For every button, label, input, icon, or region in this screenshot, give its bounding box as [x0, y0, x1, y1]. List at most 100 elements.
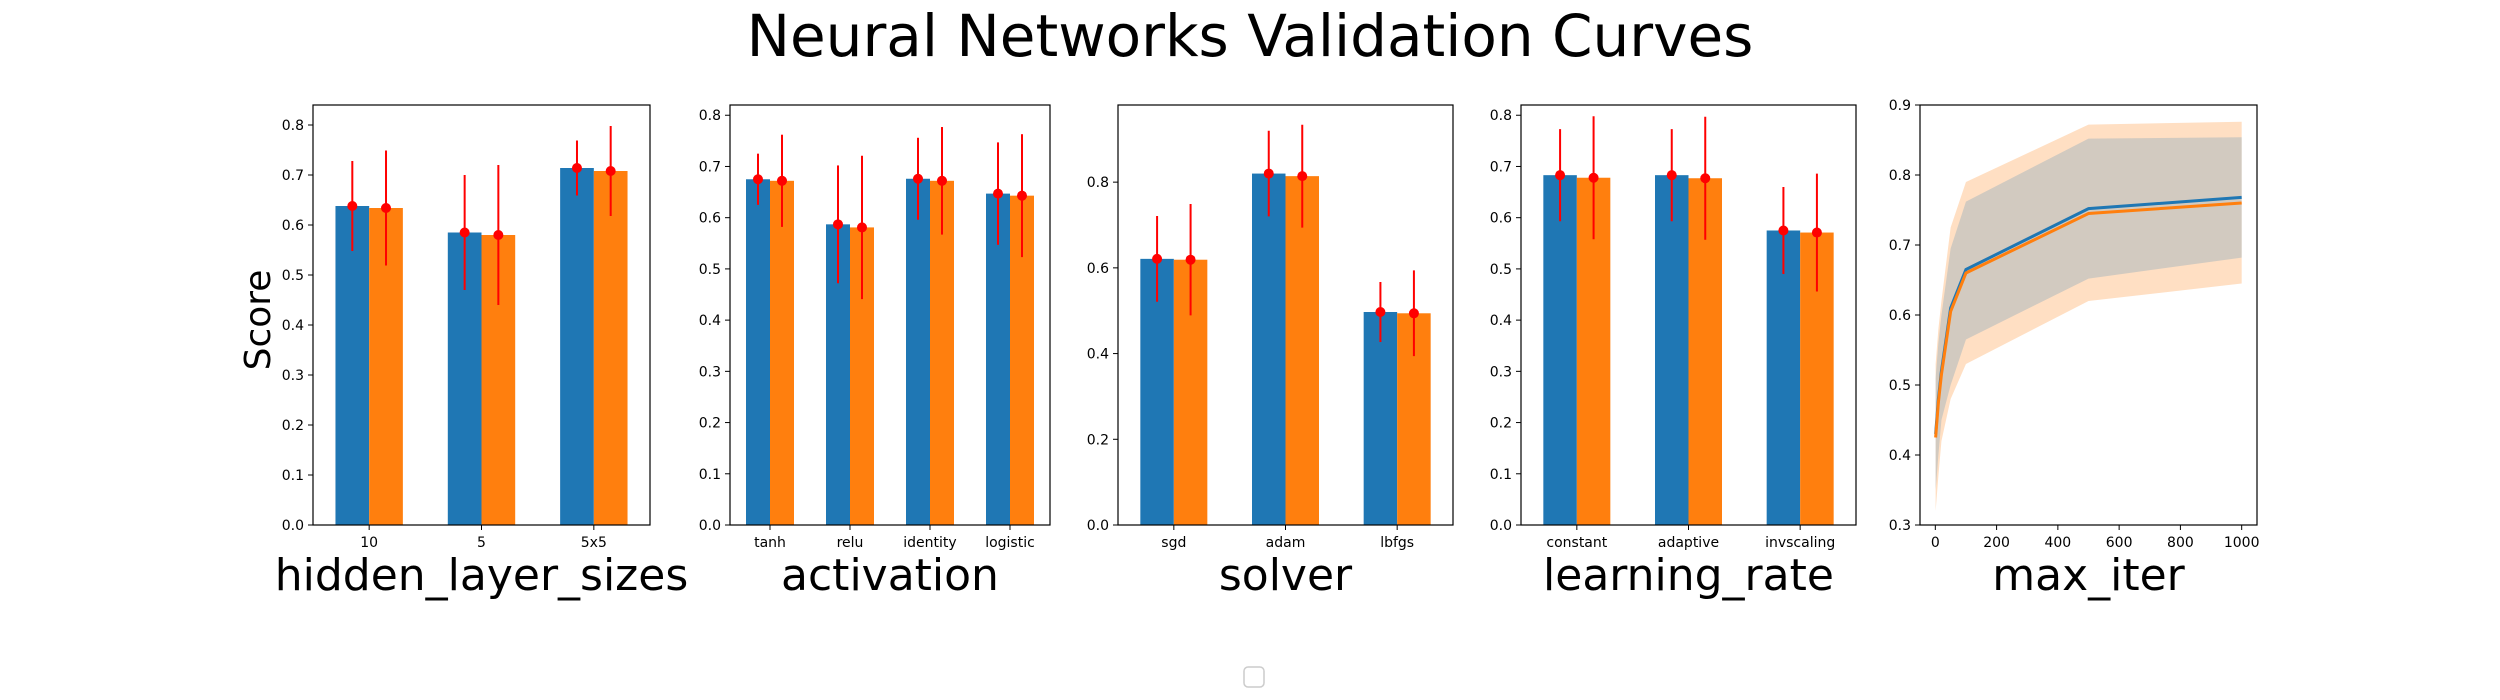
x-tick-label: identity — [903, 535, 956, 551]
error-point — [605, 166, 616, 176]
bar-train — [1252, 173, 1286, 526]
x-tick-label: constant — [1546, 535, 1607, 551]
y-tick-label: 0.6 — [1087, 261, 1109, 277]
error-point — [459, 227, 470, 238]
error-point — [913, 173, 923, 184]
y-tick-label: 0.6 — [1490, 211, 1512, 227]
error-point — [1408, 308, 1419, 319]
y-tick-label: 0.8 — [1490, 108, 1512, 124]
x-axis-label: max_iter — [1992, 550, 2185, 601]
test-std-band — [1935, 121, 2242, 512]
error-point — [1017, 190, 1027, 201]
x-tick-label: lbfgs — [1380, 535, 1414, 551]
error-point — [833, 219, 843, 230]
error-point — [1700, 173, 1711, 184]
y-tick-label: 0.8 — [1087, 175, 1109, 191]
error-point — [1297, 171, 1308, 182]
error-point — [1588, 172, 1599, 183]
bar-train — [746, 179, 770, 525]
bar-train — [335, 206, 370, 525]
subplot-5: 0.3 0.4 0.5 0.6 0.7 0.8 0.9 0 200 400 600 800 1000 ma… — [1889, 98, 2260, 601]
x-axis-label: activation — [781, 550, 999, 601]
error-point — [993, 188, 1003, 199]
y-tick-label: 0.8 — [699, 108, 721, 124]
y-tick-label: 0.0 — [1490, 518, 1512, 534]
error-point — [1185, 254, 1196, 265]
y-tick-label: 0.3 — [1889, 518, 1911, 534]
x-tick-label: adaptive — [1658, 535, 1719, 551]
error-point — [753, 174, 763, 185]
y-tick-label: 0.8 — [1889, 168, 1911, 184]
x-tick-label: 0 — [1931, 535, 1940, 551]
y-tick-label: 0.4 — [282, 318, 304, 334]
y-tick-label: 0.7 — [1889, 238, 1911, 254]
subplot-1: 0.0 0.1 0.2 0.3 0.4 0.5 0.6 0.7 0.8 10 5 5x5hidden_… — [275, 104, 689, 601]
bar-test — [930, 180, 954, 525]
x-tick-label: 800 — [2167, 535, 2194, 551]
x-axis-label: learning_rate — [1543, 550, 1834, 601]
y-tick-label: 0.3 — [1490, 364, 1512, 380]
subplot-2: 0.0 0.1 0.2 0.3 0.4 0.5 0.6 0.7 0.8 tanh relu ident… — [699, 104, 1051, 601]
x-tick-label: adam — [1266, 535, 1306, 551]
x-tick-label: invscaling — [1765, 535, 1835, 551]
error-point — [381, 203, 392, 213]
train-std-band — [1935, 137, 2242, 490]
error-point — [1152, 253, 1163, 264]
error-point — [1375, 307, 1386, 317]
y-tick-label: 0.3 — [699, 364, 721, 380]
bar-test — [1285, 176, 1319, 525]
x-tick-label: sgd — [1161, 535, 1186, 551]
bar-train — [1140, 258, 1174, 525]
plot-frame — [1117, 104, 1454, 526]
x-tick-label: 5x5 — [581, 535, 607, 551]
bar-test — [770, 180, 794, 525]
y-tick-label: 0.1 — [1490, 467, 1512, 483]
x-tick-label: logistic — [985, 535, 1035, 551]
x-axis-label: hidden_layer_sizes — [275, 550, 689, 601]
legend-box — [1243, 666, 1265, 688]
error-point — [777, 175, 787, 186]
x-tick-label: 600 — [2106, 535, 2133, 551]
y-tick-label: 0.8 — [282, 118, 304, 134]
y-tick-label: 0.5 — [1889, 378, 1911, 394]
x-tick-label: 10 — [360, 535, 378, 551]
bar-train — [1363, 312, 1398, 525]
bar-train — [1543, 175, 1577, 526]
y-tick-label: 0.6 — [699, 211, 721, 227]
figure-title: Neural Networks Validation Curves — [747, 2, 1754, 70]
test-score-line — [1934, 201, 2242, 438]
bar-train — [986, 193, 1010, 526]
x-tick-label: 5 — [477, 535, 486, 551]
y-tick-label: 0.7 — [699, 159, 721, 175]
y-tick-label: 0.4 — [699, 313, 721, 329]
y-tick-label: 0.9 — [1889, 98, 1911, 114]
y-tick-label: 0.2 — [1087, 432, 1109, 448]
x-tick-label: 200 — [1983, 535, 2010, 551]
y-tick-label: 0.6 — [282, 218, 304, 234]
plot-frame — [1919, 104, 2258, 526]
y-tick-label: 0.1 — [699, 467, 721, 483]
x-tick-label: tanh — [754, 535, 786, 551]
y-tick-label: 0.2 — [1490, 416, 1512, 432]
y-tick-label: 0.0 — [1087, 518, 1109, 534]
bar-train — [1766, 230, 1801, 526]
error-point — [937, 175, 947, 186]
bar-train — [906, 178, 930, 525]
error-point — [571, 163, 582, 173]
error-point — [1778, 225, 1789, 236]
y-tick-label: 0.2 — [282, 418, 304, 434]
y-tick-label: 0.4 — [1087, 347, 1109, 363]
subplot-4: 0.0 0.1 0.2 0.3 0.4 0.5 0.6 0.7 0.8 constant adapt… — [1490, 104, 1857, 601]
subplots: 0.0 0.1 0.2 0.3 0.4 0.5 0.6 0.7 0.8 10 5 5x5hidden_… — [275, 98, 2260, 601]
y-tick-label: 0.5 — [282, 268, 304, 284]
x-tick-label: 1000 — [2224, 535, 2260, 551]
error-point — [1811, 227, 1822, 238]
subplot-3: 0.0 0.2 0.4 0.6 0.8 sgd adam lbfgs solver — [1087, 104, 1454, 601]
bar-train — [1655, 175, 1689, 526]
y-tick-label: 0.0 — [699, 518, 721, 534]
bar-test — [593, 171, 628, 525]
y-tick-label: 0.3 — [282, 368, 304, 384]
x-tick-label: 400 — [2044, 535, 2071, 551]
y-tick-label: 0.4 — [1490, 313, 1512, 329]
plot-frame — [729, 104, 1051, 526]
